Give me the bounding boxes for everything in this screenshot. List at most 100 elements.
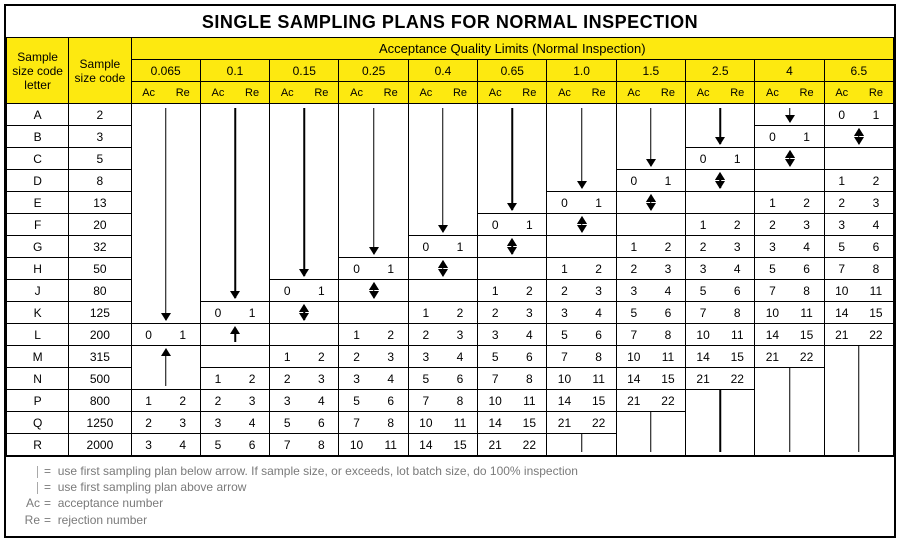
- cell-A-1.0: [547, 104, 616, 126]
- cell-L-1.5: 78: [616, 324, 685, 346]
- cell-R-0.25: 1011: [339, 434, 408, 456]
- sample-size: 13: [69, 192, 131, 214]
- cell-R-0.065: 34: [131, 434, 200, 456]
- cell-D-0.25: [339, 170, 408, 192]
- cell-J-4: 78: [755, 280, 824, 302]
- sampling-table: Sample size code letter Sample size code…: [6, 37, 894, 456]
- cell-K-0.15: [270, 302, 339, 324]
- hdr-aql-4: 4: [755, 60, 824, 82]
- hdr-acre-1.5: AcRe: [616, 82, 685, 104]
- code-letter: D: [7, 170, 69, 192]
- cell-A-4: [755, 104, 824, 126]
- sample-size: 5: [69, 148, 131, 170]
- cell-G-1.5: 12: [616, 236, 685, 258]
- cell-G-0.65: [478, 236, 547, 258]
- code-letter: E: [7, 192, 69, 214]
- table-row: N5001223345678101114152122: [7, 368, 894, 390]
- cell-C-6.5: [824, 148, 893, 170]
- cell-G-0.15: [270, 236, 339, 258]
- cell-J-1.5: 34: [616, 280, 685, 302]
- hdr-acre-4: AcRe: [755, 82, 824, 104]
- cell-E-2.5: [686, 192, 755, 214]
- table-row: F2001122334: [7, 214, 894, 236]
- cell-R-2.5: [686, 434, 755, 456]
- sample-size: 50: [69, 258, 131, 280]
- hdr-acre-0.065: AcRe: [131, 82, 200, 104]
- cell-M-0.1: [200, 346, 269, 368]
- cell-H-0.15: [270, 258, 339, 280]
- cell-N-6.5: [824, 368, 893, 390]
- cell-Q-0.065: 23: [131, 412, 200, 434]
- table-row: B301: [7, 126, 894, 148]
- hdr-aql-0.4: 0.4: [408, 60, 477, 82]
- legend-ac: acceptance number: [58, 496, 163, 510]
- code-letter: Q: [7, 412, 69, 434]
- hdr-aql-1.0: 1.0: [547, 60, 616, 82]
- cell-F-0.4: [408, 214, 477, 236]
- cell-J-1.0: 23: [547, 280, 616, 302]
- cell-M-0.065: [131, 346, 200, 368]
- cell-C-0.4: [408, 148, 477, 170]
- hdr-acre-1.0: AcRe: [547, 82, 616, 104]
- legend: = use first sampling plan below arrow. I…: [6, 456, 894, 536]
- cell-R-4: [755, 434, 824, 456]
- sample-size: 80: [69, 280, 131, 302]
- cell-P-0.1: 23: [200, 390, 269, 412]
- cell-L-1.0: 56: [547, 324, 616, 346]
- cell-P-0.25: 56: [339, 390, 408, 412]
- cell-D-0.15: [270, 170, 339, 192]
- hdr-acre-0.4: AcRe: [408, 82, 477, 104]
- table-row: L200011223345678101114152122: [7, 324, 894, 346]
- cell-M-2.5: 1415: [686, 346, 755, 368]
- legend-up: use first sampling plan above arrow: [58, 480, 247, 494]
- cell-N-0.65: 78: [478, 368, 547, 390]
- cell-C-2.5: 01: [686, 148, 755, 170]
- cell-P-1.5: 2122: [616, 390, 685, 412]
- table-row: G320112233456: [7, 236, 894, 258]
- cell-L-4: 1415: [755, 324, 824, 346]
- cell-L-6.5: 2122: [824, 324, 893, 346]
- cell-Q-0.65: 1415: [478, 412, 547, 434]
- cell-B-0.15: [270, 126, 339, 148]
- table-header: Sample size code letter Sample size code…: [7, 38, 894, 104]
- code-letter: A: [7, 104, 69, 126]
- cell-N-1.0: 1011: [547, 368, 616, 390]
- cell-E-0.25: [339, 192, 408, 214]
- table-row: M3151223345678101114152122: [7, 346, 894, 368]
- code-letter: K: [7, 302, 69, 324]
- cell-P-0.15: 34: [270, 390, 339, 412]
- cell-N-1.5: 1415: [616, 368, 685, 390]
- cell-D-0.1: [200, 170, 269, 192]
- cell-B-6.5: [824, 126, 893, 148]
- cell-H-0.1: [200, 258, 269, 280]
- cell-H-2.5: 34: [686, 258, 755, 280]
- cell-Q-0.1: 34: [200, 412, 269, 434]
- cell-R-0.4: 1415: [408, 434, 477, 456]
- cell-M-1.0: 78: [547, 346, 616, 368]
- legend-re: rejection number: [58, 513, 147, 527]
- code-letter: B: [7, 126, 69, 148]
- cell-C-1.0: [547, 148, 616, 170]
- cell-L-0.65: 34: [478, 324, 547, 346]
- cell-K-0.1: 01: [200, 302, 269, 324]
- cell-A-0.15: [270, 104, 339, 126]
- cell-H-1.0: 12: [547, 258, 616, 280]
- cell-F-4: 23: [755, 214, 824, 236]
- cell-M-0.25: 23: [339, 346, 408, 368]
- cell-Q-4: [755, 412, 824, 434]
- code-letter: N: [7, 368, 69, 390]
- cell-A-0.4: [408, 104, 477, 126]
- cell-K-2.5: 78: [686, 302, 755, 324]
- cell-A-0.065: [131, 104, 200, 126]
- hdr-acre-0.1: AcRe: [200, 82, 269, 104]
- cell-C-0.065: [131, 148, 200, 170]
- cell-B-1.5: [616, 126, 685, 148]
- cell-Q-0.4: 1011: [408, 412, 477, 434]
- cell-R-0.15: 78: [270, 434, 339, 456]
- cell-C-0.1: [200, 148, 269, 170]
- cell-A-0.65: [478, 104, 547, 126]
- hdr-aql-super: Acceptance Quality Limits (Normal Inspec…: [131, 38, 893, 60]
- cell-M-0.15: 12: [270, 346, 339, 368]
- cell-Q-2.5: [686, 412, 755, 434]
- cell-J-0.1: [200, 280, 269, 302]
